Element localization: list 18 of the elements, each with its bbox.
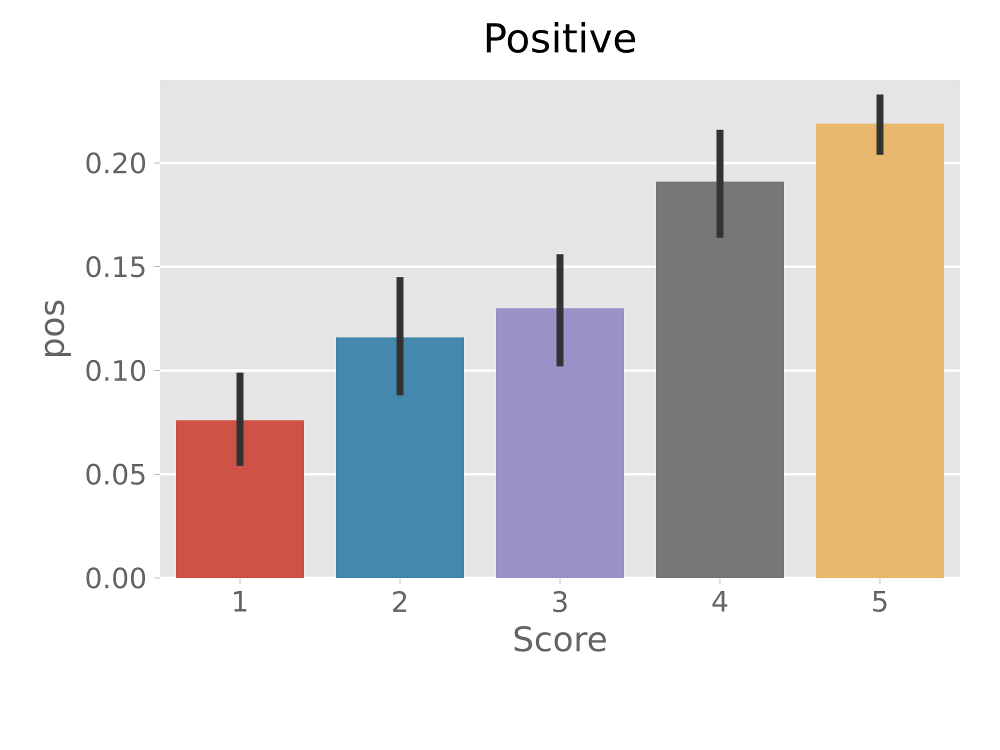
- x-tick-label: 4: [712, 591, 728, 612]
- y-tick-label: 0.05: [86, 464, 144, 485]
- y-axis-title: pos: [44, 300, 71, 356]
- bar: [656, 182, 784, 578]
- y-tick-label: 0.15: [86, 256, 144, 278]
- chart-title: Positive: [486, 22, 636, 53]
- bar: [816, 124, 944, 578]
- x-tick-label: 5: [873, 591, 886, 612]
- bar: [496, 308, 624, 578]
- x-axis-title: Score: [514, 626, 606, 652]
- x-tick-label: 2: [393, 591, 406, 612]
- x-tick-label: 1: [234, 591, 246, 612]
- y-tick-label: 0.00: [86, 567, 146, 589]
- bar: [176, 420, 304, 578]
- bar: [336, 337, 464, 578]
- y-tick-label: 0.10: [86, 360, 146, 382]
- x-tick-label: 3: [553, 591, 567, 612]
- y-tick-label: 0.20: [86, 152, 146, 174]
